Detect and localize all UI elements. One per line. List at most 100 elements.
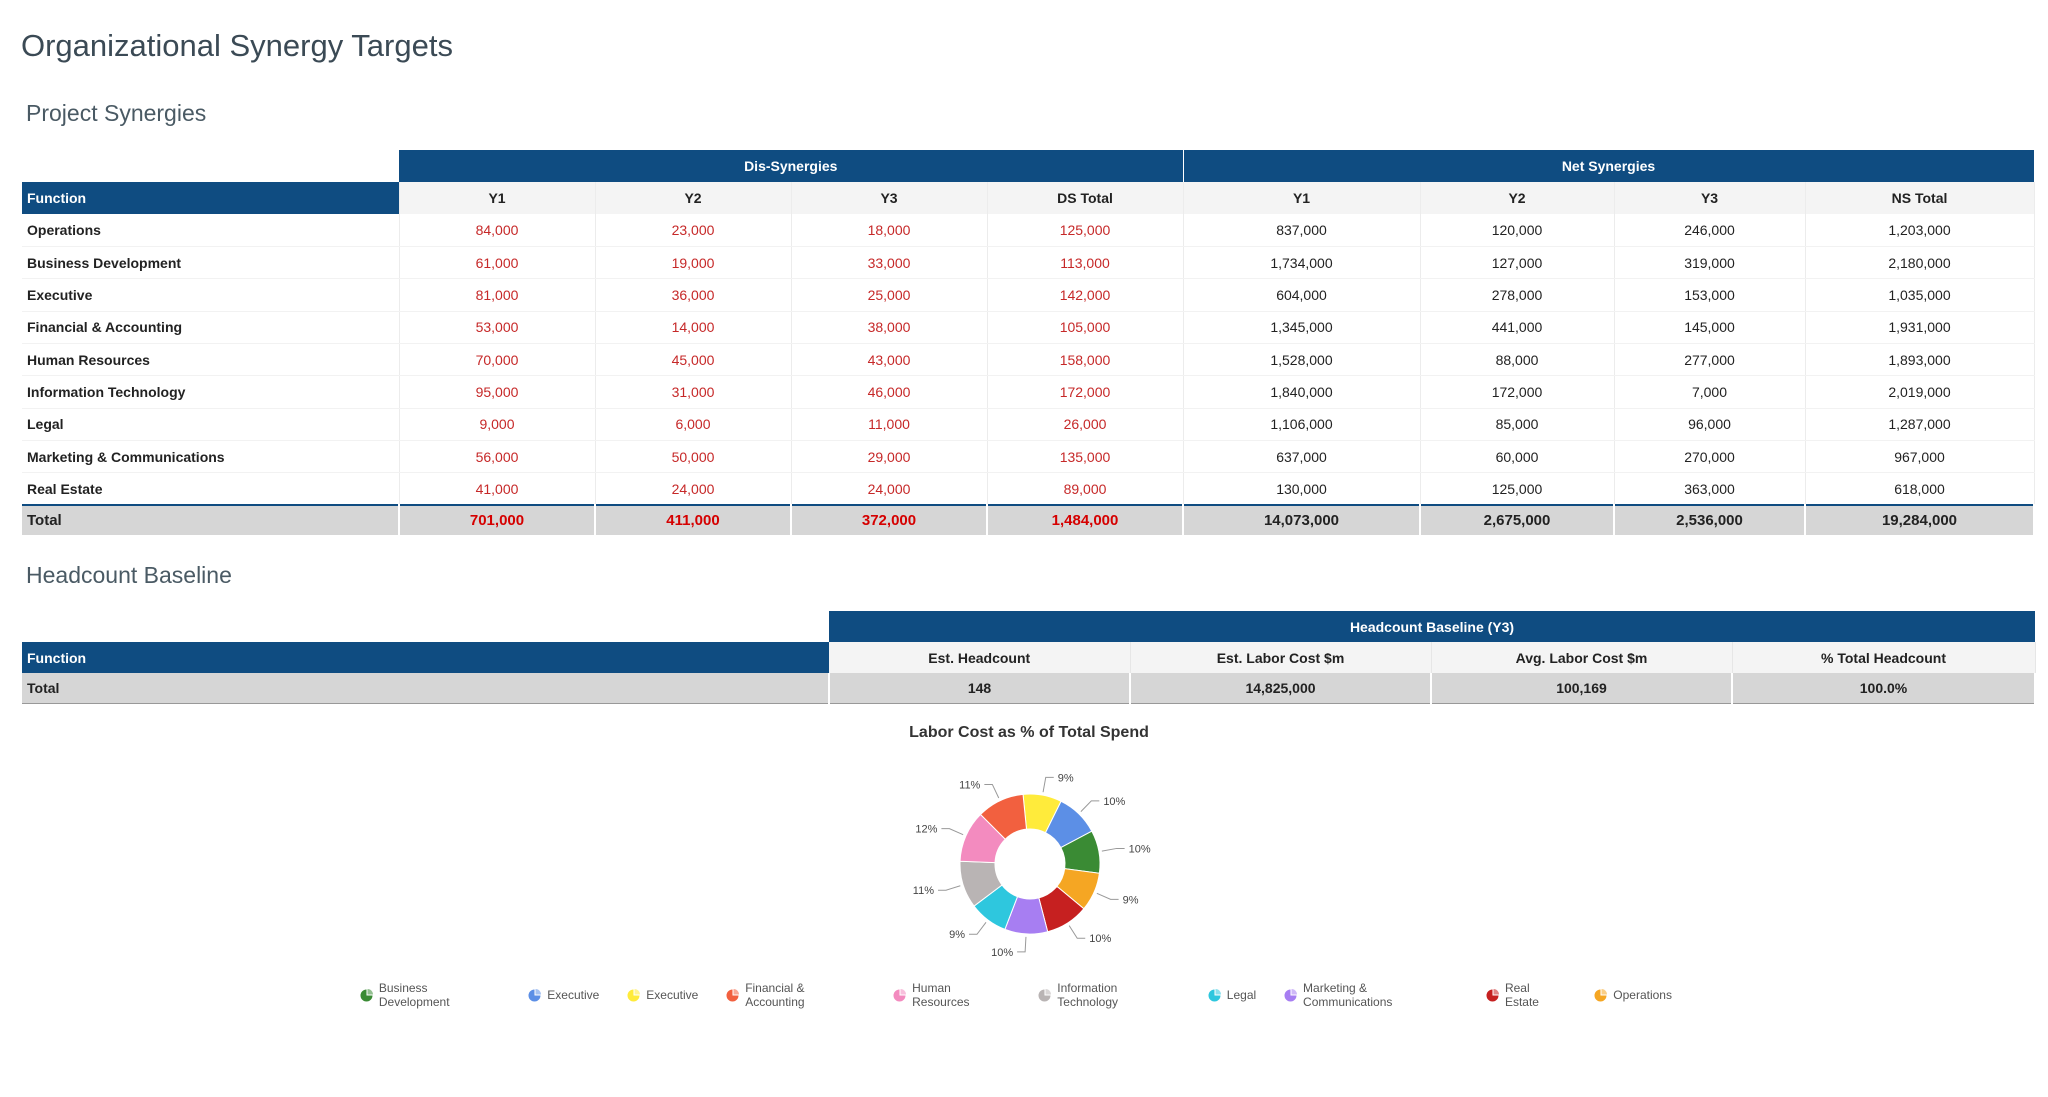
legend-item[interactable]: Financial & Accounting — [726, 981, 865, 1009]
net-synergy-cell: 1,287,000 — [1805, 408, 2035, 441]
table-row: Business Development 61,000 19,000 33,000 11… — [22, 246, 2035, 280]
column-header: Y2 — [595, 182, 792, 215]
dis-synergy-cell: 142,000 — [987, 278, 1184, 312]
total-net-synergy-cell: 14,073,000 — [1183, 503, 1421, 535]
table-row: Operations 84,000 23,000 18,000 125,000 837,0… — [22, 214, 2035, 248]
net-synergy-cell: 130,000 — [1183, 472, 1421, 506]
net-synergy-cell: 1,931,000 — [1805, 311, 2035, 344]
dis-synergy-cell: 9,000 — [399, 408, 596, 441]
legend-item[interactable]: Business Development — [360, 981, 500, 1009]
headcount-baseline-table: Headcount Baseline (Y3) Function Est. He… — [22, 611, 2037, 704]
slice-leader-line — [1080, 800, 1100, 812]
header-spacer — [22, 150, 399, 182]
net-synergy-cell: 637,000 — [1183, 440, 1421, 474]
dis-synergies-header: Dis-Synergies — [399, 150, 1184, 182]
legend-item[interactable]: Legal — [1208, 981, 1256, 1009]
column-header: NS Total — [1805, 182, 2035, 215]
slice-leader-line — [1096, 892, 1119, 900]
legend-item[interactable]: Executive — [627, 981, 698, 1009]
slice-leader-line — [968, 921, 987, 935]
dis-synergy-cell: 125,000 — [987, 214, 1184, 248]
total-value-cell: 148 — [829, 673, 1131, 704]
pie-chart-icon — [360, 988, 373, 1001]
net-synergy-cell: 441,000 — [1420, 311, 1615, 344]
dis-synergy-cell: 6,000 — [595, 408, 792, 441]
net-synergy-cell: 2,180,000 — [1805, 246, 2035, 280]
dis-synergy-cell: 46,000 — [791, 375, 988, 409]
dis-synergy-cell: 135,000 — [987, 440, 1184, 474]
dis-synergy-cell: 18,000 — [791, 214, 988, 248]
legend-label: Human Resources — [912, 981, 970, 1009]
total-net-synergy-cell: 2,675,000 — [1420, 503, 1615, 535]
slice-data-label: 10% — [1129, 843, 1151, 855]
slice-leader-line — [937, 885, 961, 891]
dis-synergy-cell: 95,000 — [399, 375, 596, 409]
net-synergy-cell: 153,000 — [1614, 278, 1806, 312]
dis-synergy-cell: 50,000 — [595, 440, 792, 474]
legend-label: Executive — [646, 988, 699, 1002]
total-dis-synergy-cell: 1,484,000 — [987, 503, 1184, 535]
dis-synergy-cell: 56,000 — [399, 440, 596, 474]
legend-item[interactable]: Human Resources — [893, 981, 1010, 1009]
net-synergy-cell: 618,000 — [1805, 472, 2035, 506]
slice-data-label: 12% — [915, 824, 937, 836]
total-dis-synergy-cell: 411,000 — [595, 503, 792, 535]
total-value-cell: 100.0% — [1732, 673, 2037, 704]
function-column-header: Function — [22, 642, 829, 673]
dis-synergy-cell: 81,000 — [399, 278, 596, 312]
slice-data-label: 11% — [913, 885, 934, 897]
total-label: Total — [22, 503, 400, 535]
pie-chart-icon — [528, 988, 542, 1001]
net-synergy-cell: 319,000 — [1614, 246, 1806, 280]
project-synergies-table: Dis-Synergies Net Synergies Function Y1 Y… — [22, 150, 2035, 535]
column-header: % Total Headcount — [1732, 642, 2036, 673]
slice-leader-line — [941, 828, 964, 836]
dis-synergy-cell: 38,000 — [791, 311, 988, 344]
net-synergy-cell: 1,734,000 — [1183, 246, 1421, 280]
net-synergy-cell: 1,840,000 — [1183, 375, 1421, 409]
dis-synergy-cell: 25,000 — [791, 278, 988, 312]
dis-synergy-cell: 61,000 — [399, 246, 596, 280]
function-cell: Real Estate — [22, 472, 400, 506]
dis-synergy-cell: 31,000 — [595, 375, 792, 409]
function-cell: Business Development — [22, 246, 400, 280]
pie-chart-icon — [627, 988, 641, 1001]
function-cell: Operations — [22, 214, 400, 248]
function-column-header: Function — [22, 182, 400, 215]
net-synergy-cell: 277,000 — [1614, 343, 1806, 377]
total-row: Total 701,000 411,000 372,000 1,484,000 14,07… — [22, 503, 2035, 535]
table-row: Financial & Accounting 53,000 14,000 38,000… — [22, 311, 2035, 344]
net-synergy-cell: 60,000 — [1420, 440, 1615, 474]
legend-item[interactable]: Executive — [528, 981, 599, 1009]
net-synergy-cell: 837,000 — [1183, 214, 1421, 248]
dis-synergy-cell: 11,000 — [791, 408, 988, 441]
function-cell: Information Technology — [22, 375, 400, 409]
dis-synergy-cell: 36,000 — [595, 278, 792, 312]
legend-label: Information Technology — [1057, 981, 1118, 1009]
legend-item[interactable]: Real Estate — [1486, 981, 1566, 1009]
slice-leader-line — [1017, 936, 1027, 953]
net-synergy-cell: 85,000 — [1420, 408, 1615, 441]
legend-item[interactable]: Information Technology — [1038, 981, 1179, 1009]
dis-synergy-cell: 70,000 — [399, 343, 596, 377]
pie-chart-icon — [726, 988, 740, 1001]
column-header: Y3 — [791, 182, 988, 215]
chart-title: Labor Cost as % of Total Spend — [909, 724, 1149, 741]
legend-item[interactable]: Operations — [1594, 981, 1672, 1009]
total-net-synergy-cell: 2,536,000 — [1614, 503, 1806, 535]
legend-item[interactable]: Marketing & Communications — [1284, 981, 1458, 1009]
total-value-cell: 14,825,000 — [1130, 673, 1432, 704]
total-net-synergy-cell: 19,284,000 — [1805, 503, 2035, 535]
slice-leader-line — [984, 783, 1000, 799]
net-synergy-cell: 172,000 — [1420, 375, 1615, 409]
total-dis-synergy-cell: 701,000 — [399, 503, 596, 535]
net-synergy-cell: 1,528,000 — [1183, 343, 1421, 377]
net-synergies-header: Net Synergies — [1183, 150, 2035, 182]
table-row: Executive 81,000 36,000 25,000 142,000 604,00… — [22, 278, 2035, 312]
legend-label: Real Estate — [1504, 981, 1539, 1009]
net-synergy-cell: 125,000 — [1420, 472, 1615, 506]
pie-chart-icon — [1486, 988, 1499, 1001]
net-synergy-cell: 127,000 — [1420, 246, 1615, 280]
column-header: Avg. Labor Cost $m — [1431, 642, 1733, 673]
legend-label: Operations — [1613, 988, 1672, 1002]
